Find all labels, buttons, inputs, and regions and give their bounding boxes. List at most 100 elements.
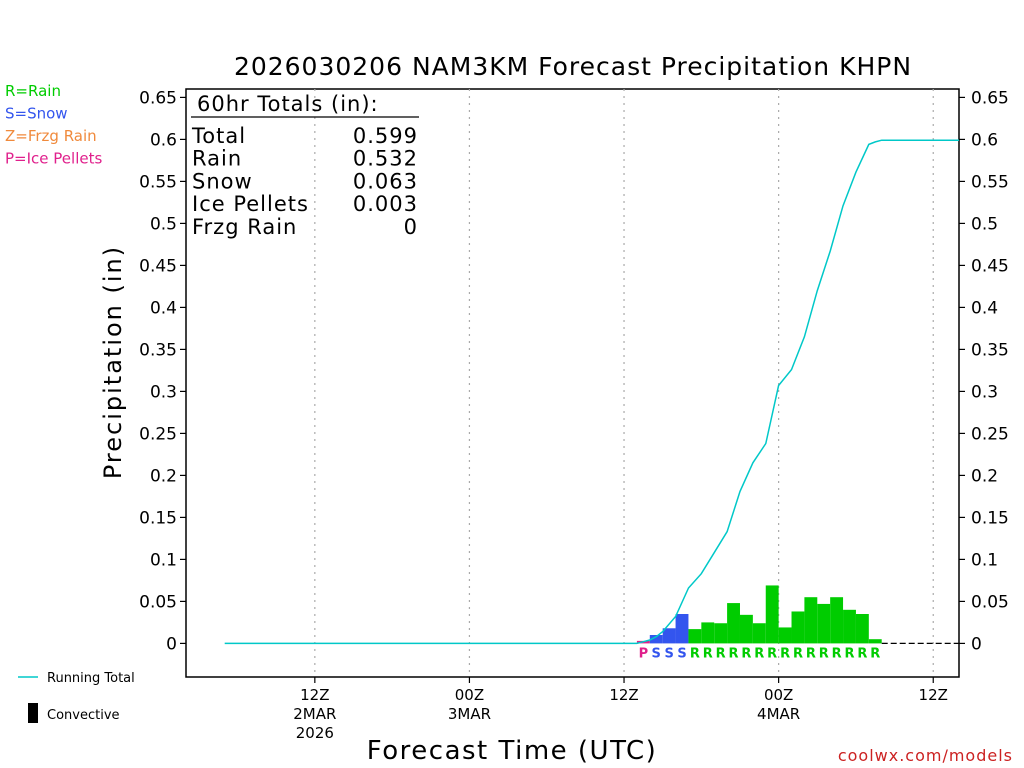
y-axis-ticks: 0 0 0.05 0.05 0.1 0.1 0.15 0.15 0.2 0.2 0.25 0.25 0.… [139, 88, 1009, 654]
precip-bar [765, 585, 779, 644]
plot-frame [185, 88, 960, 678]
running-total-series [224, 139, 959, 645]
x-tick-year-label: 2026 [296, 724, 334, 742]
y-tick-label-left: 0 [166, 634, 177, 654]
y-axis-label: Precipitation (in) [99, 245, 127, 479]
precip-bars [636, 585, 882, 644]
totals-row-value: 0.003 [353, 192, 418, 216]
precip-type-label: R [806, 646, 816, 661]
y-tick-label-right: 0.5 [971, 214, 998, 234]
precip-type-label: R [703, 646, 713, 661]
precip-type-label: R [793, 646, 803, 661]
y-tick-label-left: 0.15 [139, 508, 177, 528]
precip-type-label: R [780, 646, 790, 661]
y-tick-label-left: 0.4 [150, 298, 177, 318]
totals-row-value: 0.532 [353, 147, 418, 171]
y-tick-label-right: 0.45 [971, 256, 1009, 276]
y-tick-label-left: 0.45 [139, 256, 177, 276]
precip-type-label: R [844, 646, 854, 661]
precip-type-label: P [639, 646, 649, 661]
precip-type-label: R [690, 646, 700, 661]
precip-bar [817, 603, 831, 644]
x-tick-label: 12Z [300, 686, 329, 704]
precip-bar [649, 635, 663, 644]
x-tick-label: 12Z [609, 686, 638, 704]
y-tick-label-right: 0.1 [971, 550, 998, 570]
running-total-line [224, 139, 959, 645]
precip-type-legend: R=Rain S=Snow Z=Frzg Rain P=Ice Pellets [5, 82, 102, 168]
precip-bar [662, 628, 676, 644]
y-tick-label-right: 0.15 [971, 508, 1009, 528]
precip-type-label: R [729, 646, 739, 661]
y-tick-label-left: 0.55 [139, 172, 177, 192]
x-tick-date-label: 3MAR [448, 705, 491, 723]
precip-bar [843, 609, 856, 644]
running-total-legend-label: Running Total [47, 671, 135, 686]
y-tick-label-right: 0.3 [971, 382, 998, 402]
precip-bar [675, 614, 689, 644]
y-tick-label-right: 0.2 [971, 466, 998, 486]
totals-row-label: Total [191, 124, 246, 148]
precip-type-label: R [741, 646, 751, 661]
precip-bar [855, 614, 869, 644]
precip-type-label: R [832, 646, 842, 661]
totals-row-value: 0 [404, 215, 418, 239]
y-tick-label-right: 0.05 [971, 592, 1009, 612]
y-tick-label-right: 0 [971, 634, 982, 654]
y-tick-label-right: 0.65 [971, 88, 1009, 108]
x-tick-date-label: 2MAR [293, 705, 336, 723]
precip-type-label: R [819, 646, 829, 661]
precip-bar [804, 597, 818, 644]
precip-type-label: R [767, 646, 777, 661]
x-tick-label: 00Z [764, 686, 793, 704]
precip-type-label: S [664, 646, 673, 661]
precip-bar [688, 629, 702, 644]
precip-bar [868, 639, 882, 644]
precip-type-label: R [716, 646, 726, 661]
y-tick-label-right: 0.6 [971, 130, 998, 150]
legend-type-entry: Z=Frzg Rain [5, 127, 97, 145]
totals-row-label: Rain [192, 147, 242, 171]
precip-type-label: S [677, 646, 686, 661]
legend-type-entry: P=Ice Pellets [5, 150, 102, 168]
precip-type-label: R [857, 646, 867, 661]
precip-bar [714, 623, 728, 644]
convective-legend-swatch [28, 703, 38, 723]
y-tick-label-right: 0.35 [971, 340, 1009, 360]
totals-row-label: Snow [192, 169, 253, 193]
x-tick-label: 00Z [455, 686, 484, 704]
totals-row-value: 0.063 [353, 169, 418, 193]
totals-row-value: 0.599 [353, 124, 418, 148]
y-tick-label-left: 0.6 [150, 130, 177, 150]
convective-legend-label: Convective [47, 708, 120, 723]
precip-bar [701, 622, 715, 644]
legend-type-entry: R=Rain [5, 82, 61, 100]
totals-row-label: Frzg Rain [192, 215, 297, 239]
y-tick-label-left: 0.65 [139, 88, 177, 108]
y-tick-label-left: 0.35 [139, 340, 177, 360]
x-tick-label: 12Z [919, 686, 948, 704]
precip-type-label: R [754, 646, 764, 661]
y-tick-label-right: 0.25 [971, 424, 1009, 444]
precip-bar [830, 597, 844, 644]
totals-table: 60hr Totals (in): Total 0.599 Rain 0.532 Sno… [191, 92, 419, 239]
precip-bar [739, 614, 753, 644]
y-tick-label-left: 0.5 [150, 214, 177, 234]
y-tick-label-left: 0.1 [150, 550, 177, 570]
y-tick-label-left: 0.3 [150, 382, 177, 402]
y-tick-label-left: 0.25 [139, 424, 177, 444]
grid-lines [314, 89, 959, 677]
precip-type-label: S [652, 646, 661, 661]
precip-bar [778, 627, 792, 644]
y-tick-label-right: 0.4 [971, 298, 998, 318]
precip-type-label: R [870, 646, 880, 661]
precip-bar [752, 623, 766, 644]
x-tick-date-label: 4MAR [757, 705, 800, 723]
credit-text: coolwx.com/models [838, 746, 1013, 765]
precip-bar [791, 611, 805, 644]
precip-bar [727, 603, 740, 644]
totals-row-label: Ice Pellets [192, 192, 309, 216]
